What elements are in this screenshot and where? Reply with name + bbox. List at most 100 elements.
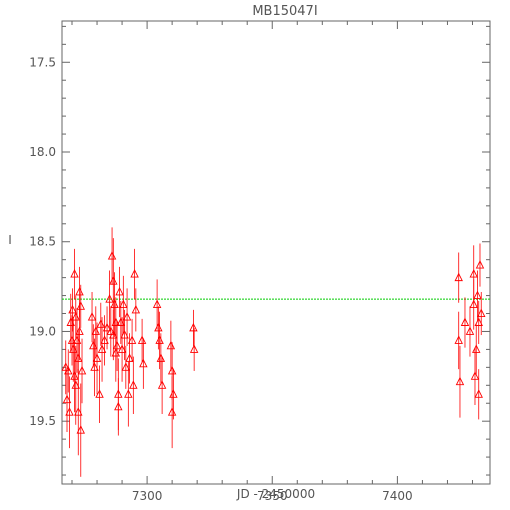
data-point [119,275,128,334]
data-point [121,345,131,389]
data-point [454,311,463,370]
triangle-marker [189,322,198,332]
data-point [472,324,481,375]
y-axis-label: I [8,233,12,247]
triangle-marker [106,326,116,335]
data-point [97,317,107,382]
data-point [95,365,104,423]
triangle-marker [64,365,73,375]
data-point [67,315,77,366]
data-point [69,317,78,382]
data-point [71,295,80,339]
data-point [75,302,84,361]
y-tick-label: 17.5 [29,55,56,69]
x-tick-label: 7350 [257,489,288,503]
data-point [189,327,199,371]
data-point [70,248,79,300]
tick-labels: 7300 7350 7400 17.5 18.0 18.5 19.0 19.5 [29,55,412,503]
triangle-marker [120,330,129,339]
triangle-marker [156,353,166,362]
data-point [139,338,148,389]
triangle-marker [65,407,74,416]
data-point [90,338,99,397]
triangle-marker [102,322,112,332]
triangle-marker [169,389,178,398]
data-point [70,340,79,413]
triangle-marker [76,301,86,310]
triangle-marker [122,312,132,321]
triangle-marker [77,365,87,375]
triangle-marker [67,335,77,344]
triangle-marker [474,317,483,326]
data-point [117,317,127,382]
triangle-marker [114,401,123,411]
triangle-marker [129,380,138,389]
triangle-marker [154,322,163,332]
triangle-marker [97,344,107,353]
data-point [474,300,483,345]
data-point [473,270,482,321]
data-point [152,279,162,330]
data-point [469,279,478,330]
triangle-marker [472,344,481,353]
triangle-marker [100,335,109,344]
data-point [116,300,126,345]
data-point [137,318,147,362]
triangle-marker [74,407,83,416]
triangle-marker [152,299,162,308]
data-point [470,347,480,406]
x-tick-label: 7400 [382,489,413,503]
triangle-marker [96,319,106,328]
plot-frame [61,20,491,485]
data-point [122,288,132,346]
triangle-marker [131,304,141,314]
triangle-marker [130,269,139,278]
data-point [156,333,166,384]
data-point [477,291,486,336]
data-points [61,227,486,477]
triangle-marker [460,317,470,326]
data-point [130,248,139,300]
data-point [475,243,485,287]
triangle-marker [109,330,118,339]
triangle-marker [469,299,478,308]
data-point [474,369,483,420]
y-tick-label: 19.0 [29,324,56,338]
data-point [72,308,82,373]
data-point [77,338,87,404]
triangle-marker [469,269,478,278]
data-point [96,302,106,346]
tick-marks [62,21,490,484]
triangle-marker [454,335,463,344]
triangle-marker [109,276,118,285]
triangle-marker [125,353,134,362]
data-point [112,320,122,371]
data-point [455,345,465,418]
triangle-marker [455,376,465,386]
triangle-marker [75,286,84,296]
data-point [76,284,86,328]
data-point [76,383,86,477]
triangle-marker [155,335,164,344]
triangle-marker [157,380,167,389]
data-point [64,349,73,393]
triangle-marker [62,394,72,404]
data-point [87,291,97,343]
data-point [115,266,124,318]
triangle-marker [124,389,133,398]
data-point [131,288,141,332]
data-point [74,369,83,456]
data-point [167,376,177,449]
triangle-marker [465,326,475,335]
data-point [68,288,77,332]
triangle-marker [89,340,98,350]
triangle-marker [477,308,486,317]
triangle-marker [87,312,97,321]
data-point [111,297,121,348]
triangle-marker [68,304,77,314]
data-point [154,306,163,350]
triangle-marker [137,335,147,344]
triangle-marker [475,260,485,269]
triangle-marker [90,362,99,371]
